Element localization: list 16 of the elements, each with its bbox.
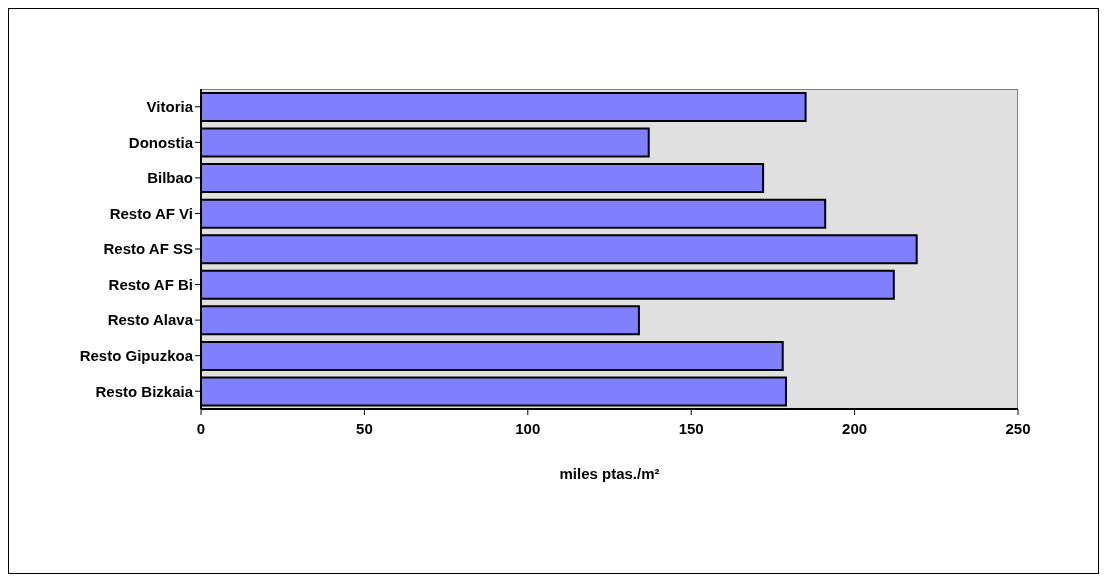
y-tick-label: Resto Bizkaia: [95, 382, 194, 400]
x-tick-label: 100: [515, 419, 541, 437]
y-tick-label: Resto AF Bi: [108, 275, 193, 293]
y-tick-label: Resto Gipuzkoa: [79, 346, 194, 364]
y-tick-label: Vitoria: [146, 98, 194, 116]
x-tick-label: 150: [678, 419, 704, 437]
x-tick-label: 50: [356, 419, 373, 437]
y-tick-label: Resto AF Vi: [109, 204, 193, 222]
y-tick-label: Resto AF SS: [103, 240, 193, 258]
y-tick-label: Donostia: [128, 133, 194, 151]
y-tick-label: Bilbao: [147, 169, 193, 187]
x-axis-title: miles ptas./m²: [559, 465, 660, 482]
y-tick-label: Resto Alava: [107, 311, 194, 329]
x-tick-label: 200: [842, 419, 868, 437]
x-tick-label: 250: [1005, 419, 1031, 437]
x-tick-label: 0: [196, 419, 206, 437]
